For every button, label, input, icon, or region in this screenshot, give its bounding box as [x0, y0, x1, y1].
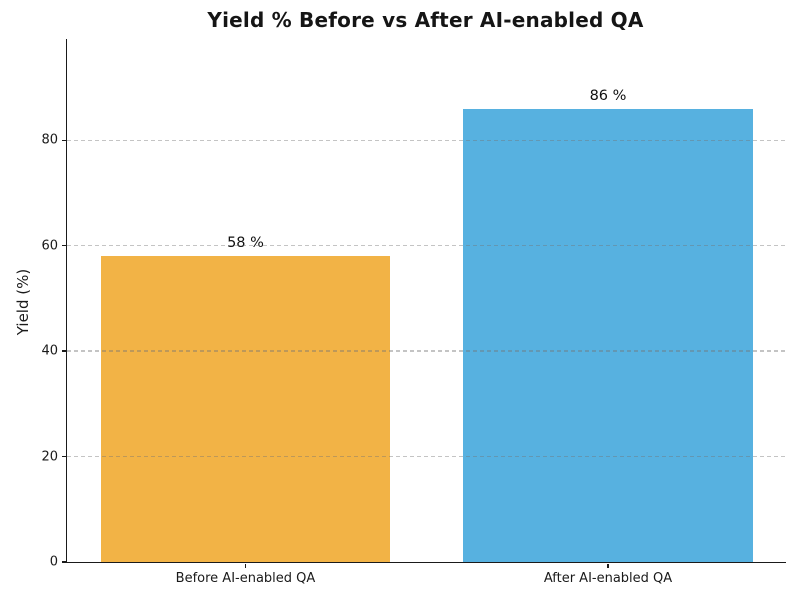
y-tick-mark [61, 245, 66, 247]
bar-value-label: 58 % [227, 235, 264, 252]
y-tick-label: 0 [49, 554, 58, 570]
bar-value-label: 86 % [589, 87, 627, 104]
bar-after-ai-qa: 86 % [463, 88, 753, 562]
chart-title: Yield % Before vs After AI-enabled QA [207, 8, 644, 32]
y-tick-label: 60 [41, 238, 58, 254]
y-tick-mark [61, 139, 66, 141]
y-tick-mark [61, 455, 66, 458]
y-tick-mark [61, 561, 66, 563]
x-tick-mark [244, 563, 247, 568]
bar-before-ai-qa: 58 % [101, 235, 390, 562]
y-tick-label: 80 [41, 132, 58, 148]
x-tick-label-before: Before AI-enabled QA [175, 571, 316, 586]
y-tick-mark [61, 350, 66, 352]
y-tick-label: 20 [41, 449, 58, 465]
y-tick-label: 40 [41, 343, 58, 359]
plot-area: 58 % 86 % 0 20 40 60 80 Before AI-enable… [41, 39, 786, 586]
x-tick-label-after: After AI-enabled QA [543, 571, 673, 586]
y-axis-title: Yield (%) [14, 268, 32, 336]
x-tick-mark [607, 563, 609, 568]
